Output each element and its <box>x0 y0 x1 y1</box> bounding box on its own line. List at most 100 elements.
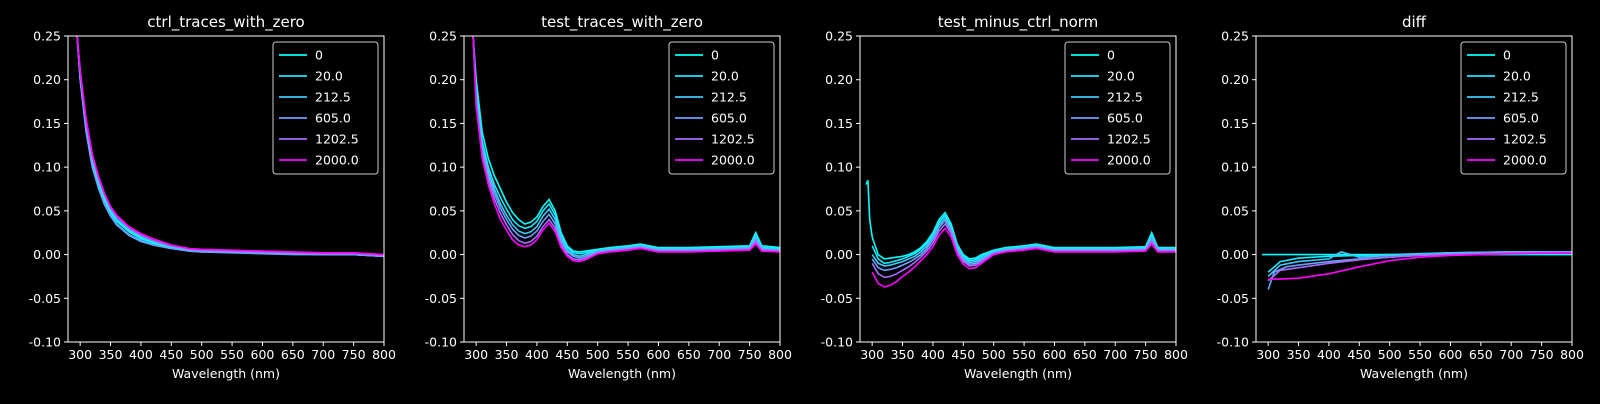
x-tick-label: 300 <box>464 347 488 362</box>
legend-entry: 605.0 <box>1503 111 1539 126</box>
series-group <box>472 36 780 263</box>
legend-entry: 1202.5 <box>1107 132 1151 147</box>
series-line-2000-0 <box>871 226 1176 288</box>
legend-entry: 0 <box>711 48 719 63</box>
x-tick-label: 650 <box>1073 347 1097 362</box>
y-tick-label: 0.20 <box>1221 72 1249 87</box>
legend-box <box>272 41 379 175</box>
y-tick-label: 0.10 <box>429 160 457 175</box>
series-group <box>865 179 1176 288</box>
series-line-2000-0 <box>1268 252 1572 280</box>
x-axis-label: Wavelength (nm) <box>964 366 1072 381</box>
x-tick-label: 700 <box>707 347 731 362</box>
x-tick-label: 700 <box>311 347 335 362</box>
series-line-212-5 <box>472 36 780 258</box>
x-tick-label: 800 <box>768 347 792 362</box>
series-line-0 <box>865 179 1176 260</box>
legend-entry: 2000.0 <box>1503 153 1547 168</box>
axes-frame <box>1255 35 1573 343</box>
x-axis-label: Wavelength (nm) <box>1360 366 1468 381</box>
x-tick-label: 500 <box>190 347 214 362</box>
legend-entry: 0 <box>1503 48 1511 63</box>
x-tick-label: 550 <box>1408 347 1432 362</box>
subplot-title: test_traces_with_zero <box>541 13 703 32</box>
series-line-212-5 <box>871 216 1176 267</box>
y-tick-label: 0.25 <box>825 29 853 44</box>
subplot-3: -0.10 -0.05 0.00 0.05 0.10 0.15 0.20 0.25 300 350… <box>821 13 1188 381</box>
legend-entry: 212.5 <box>1107 90 1143 105</box>
y-tick-label: 0.15 <box>825 116 853 131</box>
x-tick-label: 300 <box>860 347 884 362</box>
y-tick-label: 0.05 <box>825 203 853 218</box>
series-line-605-0 <box>871 219 1176 272</box>
legend-entry: 20.0 <box>1503 69 1531 84</box>
series-line-605-0 <box>76 36 384 258</box>
subplot-title: test_minus_ctrl_norm <box>938 13 1099 32</box>
subplot-1: -0.10 -0.05 0.00 0.05 0.10 0.15 0.20 0.25 300 350… <box>29 13 396 381</box>
x-tick-label: 400 <box>129 347 153 362</box>
legend-entry: 212.5 <box>711 90 747 105</box>
legend-entry: 1202.5 <box>711 132 755 147</box>
x-axis-label: Wavelength (nm) <box>172 366 280 381</box>
y-tick-label: -0.05 <box>29 291 61 306</box>
x-tick-label: 350 <box>495 347 519 362</box>
axes-frame <box>859 35 1177 343</box>
series-line-605-0 <box>472 36 780 259</box>
x-tick-label: 450 <box>159 347 183 362</box>
legend: 0 20.0 212.5 605.0 1202.5 2000.0 <box>272 41 379 175</box>
legend-entry: 212.5 <box>315 90 351 105</box>
series-group <box>1262 251 1572 290</box>
x-axis-label: Wavelength (nm) <box>568 366 676 381</box>
legend-entry: 2000.0 <box>711 153 755 168</box>
y-tick-label: 0.10 <box>33 160 61 175</box>
legend-entry: 20.0 <box>1107 69 1135 84</box>
legend: 0 20.0 212.5 605.0 1202.5 2000.0 <box>1460 41 1567 175</box>
x-tick-label: 600 <box>647 347 671 362</box>
x-tick-label: 800 <box>372 347 396 362</box>
y-tick-label: -0.10 <box>1217 335 1249 350</box>
x-tick-label: 600 <box>1043 347 1067 362</box>
legend-entry: 2000.0 <box>315 153 359 168</box>
legend-entry: 212.5 <box>1503 90 1539 105</box>
subplot-4: -0.10 -0.05 0.00 0.05 0.10 0.15 0.20 0.25 300 350… <box>1217 13 1584 381</box>
x-tick-label: 750 <box>1134 347 1158 362</box>
y-tick-label: 0.15 <box>33 116 61 131</box>
x-tick-label: 450 <box>951 347 975 362</box>
x-tick-label: 550 <box>616 347 640 362</box>
y-tick-label: 0.15 <box>1221 116 1249 131</box>
series-line-1202-5 <box>1267 252 1572 282</box>
x-tick-label: 450 <box>555 347 579 362</box>
series-line-2000-0 <box>472 36 780 263</box>
series-group <box>76 36 384 258</box>
legend-box <box>1460 41 1567 175</box>
legend: 0 20.0 212.5 605.0 1202.5 2000.0 <box>668 41 775 175</box>
x-tick-label: 500 <box>982 347 1006 362</box>
x-tick-label: 700 <box>1103 347 1127 362</box>
x-tick-label: 400 <box>525 347 549 362</box>
x-tick-label: 750 <box>738 347 762 362</box>
x-tick-label: 300 <box>68 347 92 362</box>
x-tick-label: 350 <box>99 347 123 362</box>
x-tick-label: 550 <box>220 347 244 362</box>
y-tick-label: -0.10 <box>821 335 853 350</box>
x-tick-label: 400 <box>921 347 945 362</box>
x-tick-label: 700 <box>1499 347 1523 362</box>
y-tick-label: 0.25 <box>1221 29 1249 44</box>
y-tick-label: -0.10 <box>29 335 61 350</box>
subplot-title: ctrl_traces_with_zero <box>147 13 304 32</box>
legend-entry: 0 <box>1107 48 1115 63</box>
series-line-212-5 <box>1267 251 1572 277</box>
y-tick-label: 0.10 <box>1221 160 1249 175</box>
legend-entry: 605.0 <box>315 111 351 126</box>
legend-entry: 1202.5 <box>315 132 359 147</box>
x-tick-label: 750 <box>342 347 366 362</box>
y-tick-label: 0.25 <box>429 29 457 44</box>
legend-entry: 1202.5 <box>1503 132 1547 147</box>
y-tick-label: 0.05 <box>1221 203 1249 218</box>
axes-frame <box>67 35 385 343</box>
x-tick-label: 300 <box>1256 347 1280 362</box>
x-tick-label: 650 <box>1469 347 1493 362</box>
y-tick-label: 0.00 <box>429 247 457 262</box>
